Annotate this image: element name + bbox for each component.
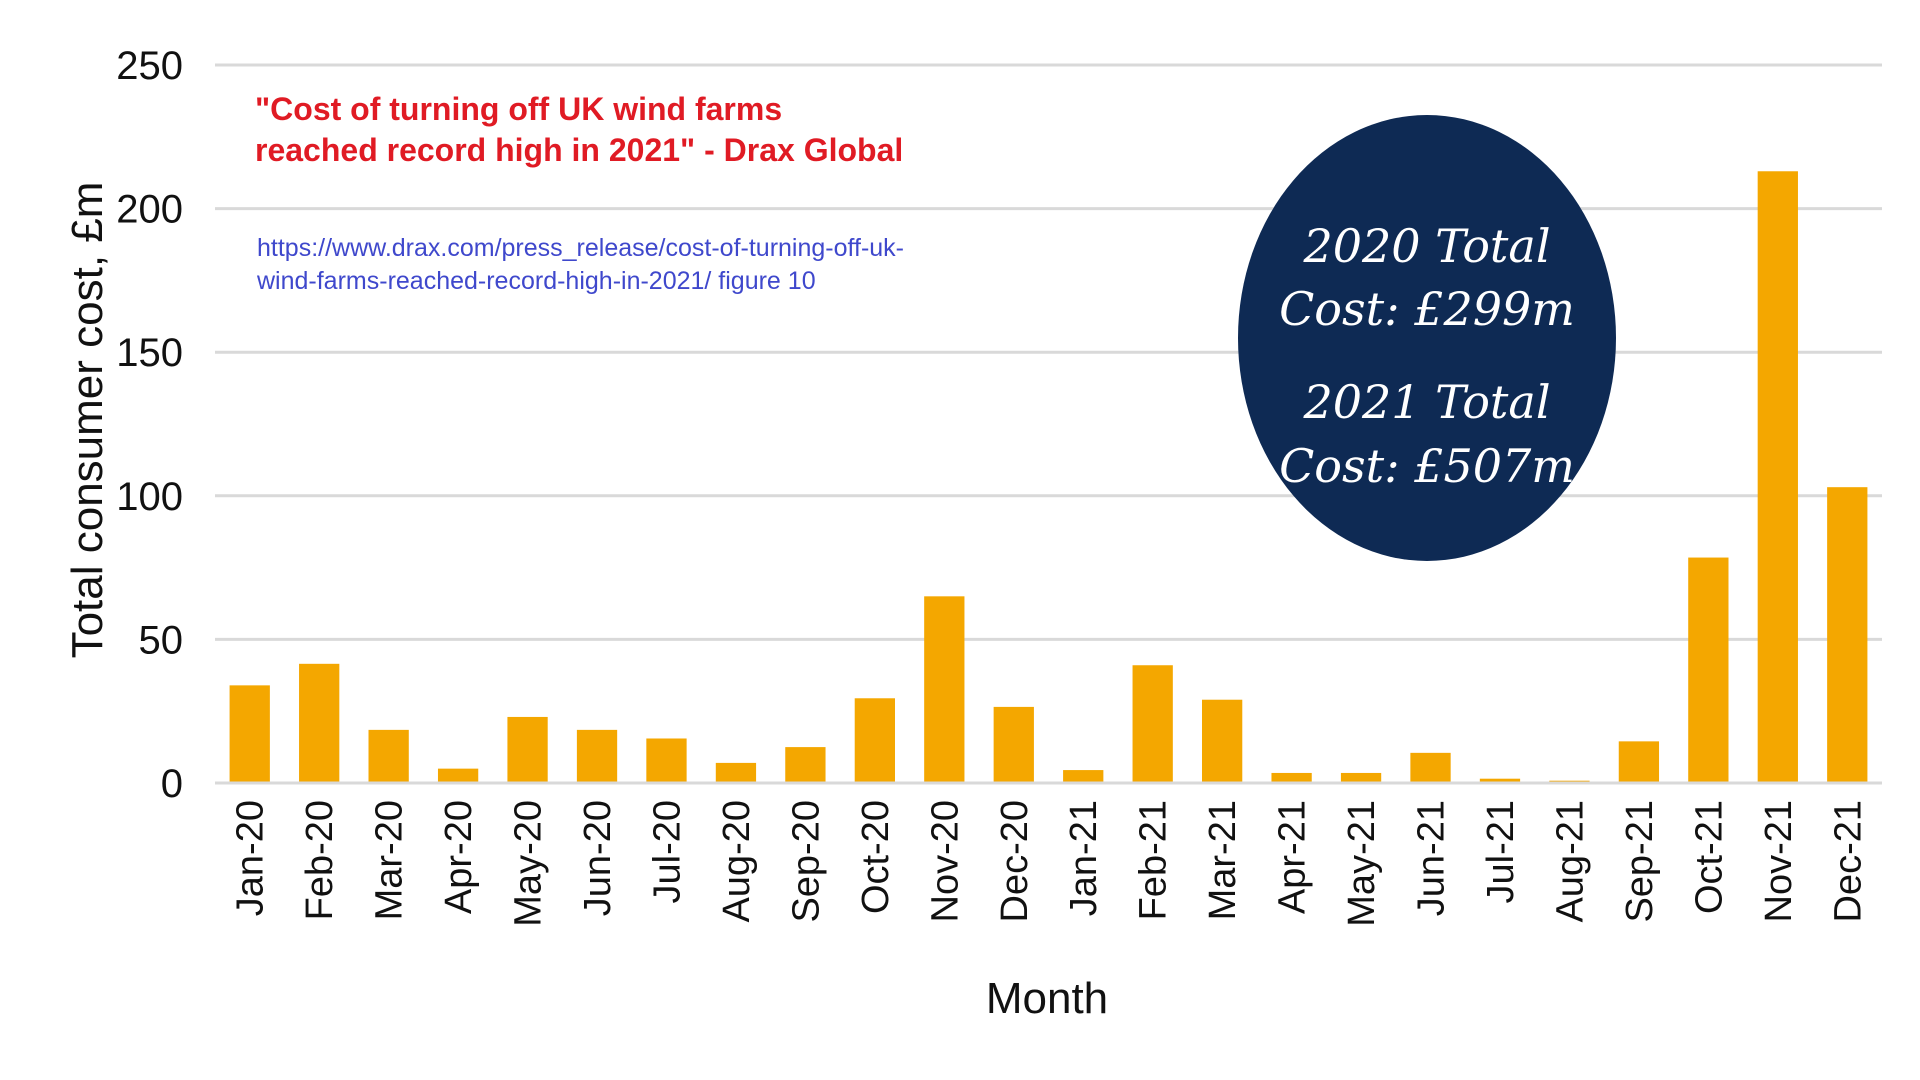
total-2020-line-2: Cost: £299m — [1279, 282, 1575, 336]
bar-jul-21 — [1479, 778, 1521, 783]
totals-callout: 2020 Total Cost: £299m 2021 Total Cost: … — [1238, 115, 1616, 561]
x-tick-label: Mar-20 — [369, 800, 411, 920]
total-2021-line-1: 2021 Total — [1302, 375, 1550, 429]
x-axis-ticks: Jan-20 Feb-20 Mar-20 Apr-20 May-20 Jun-20 Jul-… — [215, 781, 1882, 927]
x-tick-label: Dec-20 — [994, 800, 1036, 923]
bar-oct-21 — [1688, 557, 1729, 783]
x-tick-label: Feb-21 — [1133, 800, 1175, 920]
source-url-line-2: wind-farms-reached-record-high-in-2021/ … — [256, 267, 816, 295]
x-tick-label: Apr-21 — [1272, 800, 1314, 914]
bar-jul-20 — [646, 738, 687, 783]
gridlines — [215, 63, 1882, 785]
x-tick-label: Mar-21 — [1202, 800, 1244, 920]
y-tick-label: 50 — [139, 618, 184, 662]
x-tick-label: Apr-20 — [438, 800, 480, 914]
x-axis-title: Month — [986, 974, 1108, 1023]
bar-sep-21 — [1618, 741, 1660, 783]
bar-mar-21 — [1202, 699, 1243, 783]
bar-feb-20 — [299, 663, 340, 783]
bar-jun-20 — [576, 729, 618, 783]
x-tick-label: Jan-20 — [230, 800, 272, 916]
bar-may-20 — [507, 716, 548, 783]
bar-apr-21 — [1271, 772, 1312, 783]
bar-apr-20 — [437, 768, 479, 783]
bar-dec-21 — [1827, 487, 1868, 783]
bar-jan-21 — [1063, 770, 1104, 783]
x-tick-label: Jun-20 — [577, 800, 619, 916]
headline-annotation: "Cost of turning off UK wind farms reach… — [255, 91, 903, 168]
x-tick-label: Sep-20 — [785, 800, 827, 923]
source-url-line-1: https://www.drax.com/press_release/cost-… — [257, 234, 904, 262]
x-tick-label: May-21 — [1341, 800, 1383, 927]
headline-line-1: "Cost of turning off UK wind farms — [255, 91, 782, 127]
bar-mar-20 — [368, 729, 409, 783]
y-tick-label: 100 — [116, 475, 183, 519]
y-tick-label: 0 — [161, 762, 183, 806]
x-tick-label: Sep-21 — [1619, 800, 1661, 923]
x-tick-label: Jan-21 — [1063, 800, 1105, 916]
bar-jan-20 — [229, 685, 270, 783]
source-annotation: https://www.drax.com/press_release/cost-… — [256, 234, 904, 295]
bar-may-21 — [1340, 772, 1382, 783]
x-tick-label: Nov-21 — [1758, 800, 1800, 923]
totals-ellipse — [1238, 115, 1616, 561]
bars — [229, 171, 1868, 783]
x-tick-label: Aug-21 — [1549, 800, 1591, 923]
y-tick-label: 200 — [116, 188, 183, 232]
x-tick-label: Dec-21 — [1827, 800, 1869, 923]
bar-jun-21 — [1410, 752, 1451, 783]
x-tick-label: Aug-20 — [716, 800, 758, 923]
bar-nov-21 — [1757, 171, 1798, 783]
bar-dec-20 — [993, 706, 1034, 783]
total-2020-line-1: 2020 Total — [1302, 219, 1550, 273]
bar-nov-20 — [924, 596, 965, 783]
x-tick-label: Jun-21 — [1411, 800, 1453, 916]
x-tick-label: Oct-20 — [855, 800, 897, 914]
bar-feb-21 — [1132, 665, 1173, 783]
y-tick-label: 250 — [116, 44, 183, 88]
x-tick-label: Feb-20 — [299, 800, 341, 920]
bar-oct-20 — [854, 698, 895, 783]
x-tick-label: Jul-21 — [1480, 800, 1522, 904]
bar-sep-20 — [785, 747, 826, 783]
x-tick-label: Oct-21 — [1688, 800, 1730, 914]
x-tick-label: Jul-20 — [646, 800, 688, 904]
y-tick-label: 150 — [116, 331, 183, 375]
y-axis-ticks: 0 50 100 150 200 250 — [116, 44, 183, 806]
total-2021-line-2: Cost: £507m — [1279, 439, 1575, 493]
x-tick-label: May-20 — [508, 800, 550, 927]
headline-line-2: reached record high in 2021" - Drax Glob… — [255, 132, 903, 168]
bar-aug-20 — [715, 762, 757, 783]
y-axis-title: Total consumer cost, £m — [63, 182, 112, 659]
x-tick-label: Nov-20 — [924, 800, 966, 923]
